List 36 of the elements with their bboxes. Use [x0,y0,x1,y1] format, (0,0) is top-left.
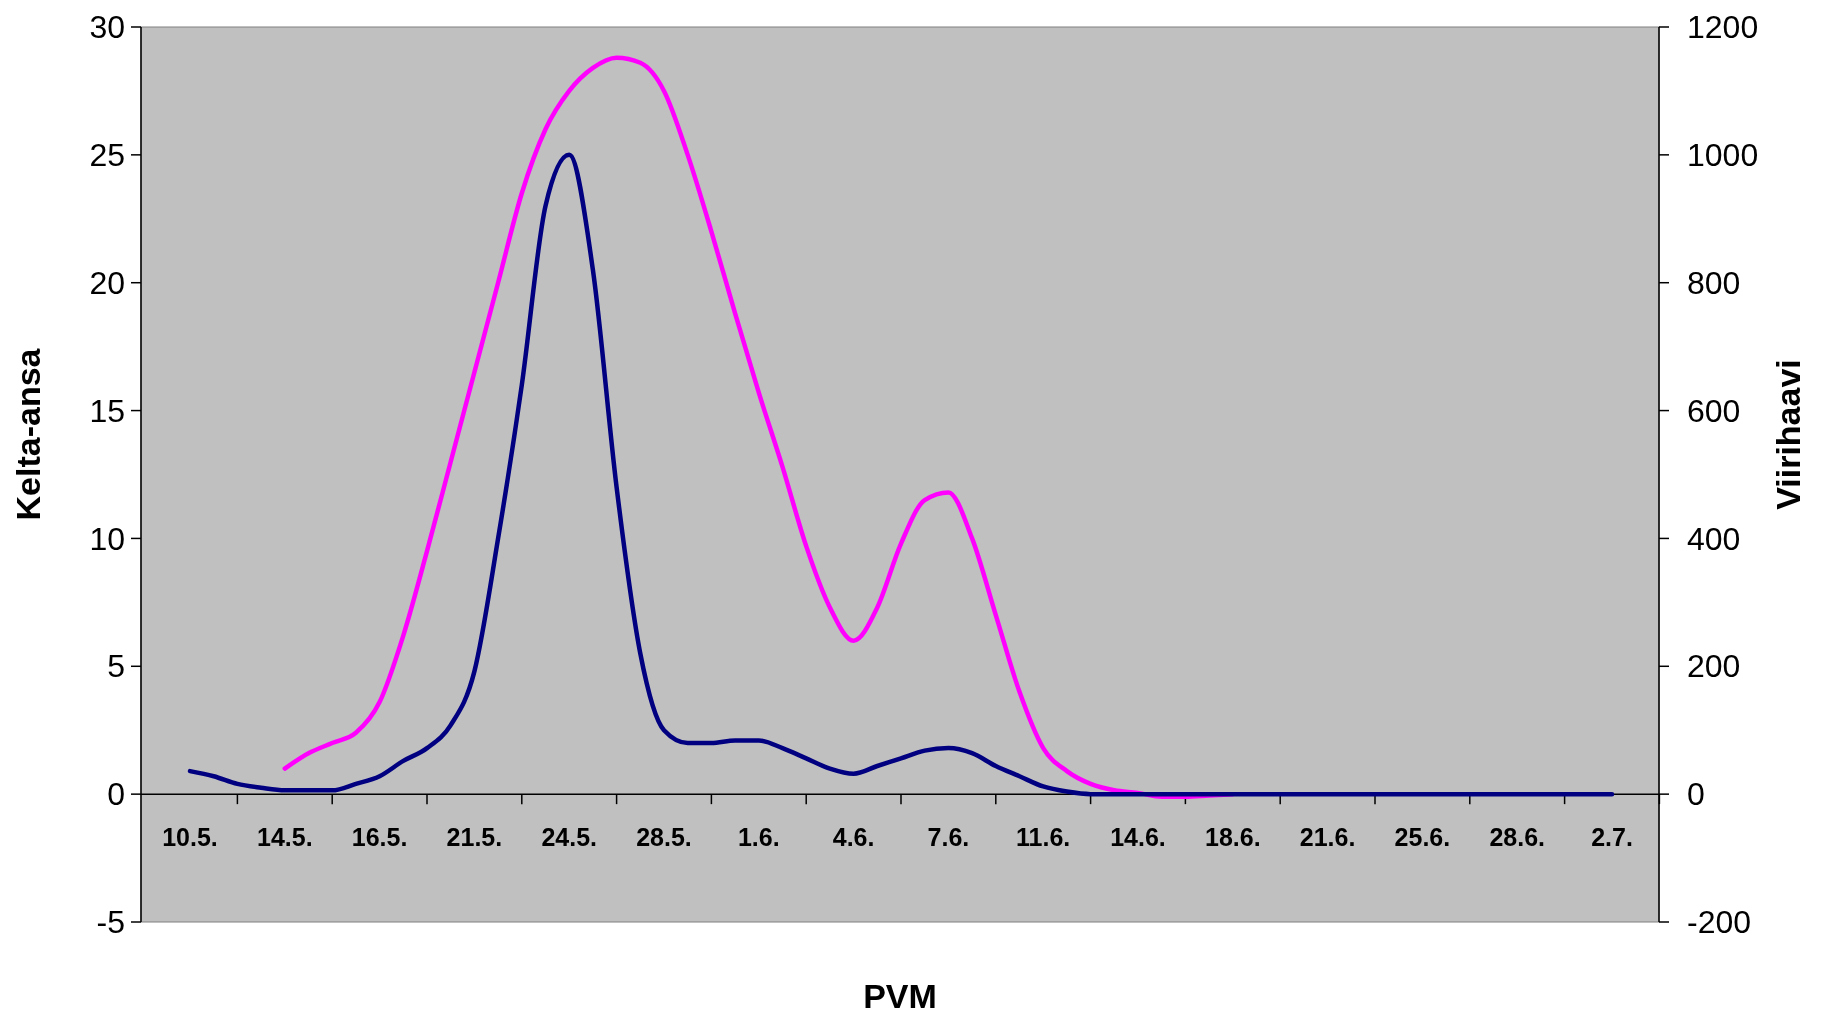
x-tick-label: 4.6. [832,823,875,852]
x-tick-label: 24.5. [541,823,597,852]
y2-tick-label: 200 [1687,648,1741,685]
y-tick-label: 30 [89,9,125,46]
line-series [187,152,1615,797]
y-tick-label: 10 [89,520,125,557]
x-tick-label: 25.6. [1394,823,1451,852]
x-tick-label: 21.6. [1299,823,1356,852]
y2-tick-label: 800 [1687,264,1741,301]
y-tick-label: 0 [107,776,125,813]
y2-tick-label: 600 [1687,392,1741,429]
y-tick-label: 15 [89,392,125,429]
x-tick-label: 18.6. [1205,823,1261,852]
y2-tick-label: 1000 [1687,137,1759,174]
x-tick-label: 7.6. [927,823,970,852]
x-tick-label: 28.6. [1489,823,1545,852]
x-tick-label: 2.7. [1591,823,1633,852]
y2-tick-label: -200 [1687,904,1752,941]
y-tick-label: 25 [89,137,125,174]
y2-tick-label: 0 [1687,776,1705,813]
y2-axis-title: Viirihaavi [1769,359,1807,510]
x-tick-label: 10.5. [162,823,218,852]
x-tick-label: 1.6. [737,823,780,852]
x-tick-label: 11.6. [1016,823,1071,852]
x-tick-label: 28.5. [636,823,692,852]
x-tick-label: 14.6. [1110,823,1166,852]
y-axis-title: Kelta-ansa [9,347,47,521]
x-tick-label: 21.5. [446,823,503,852]
y-tick-label: 5 [107,648,125,685]
y2-tick-label: 400 [1687,520,1741,557]
y2-tick-label: 1200 [1687,9,1759,46]
y-tick-label: 20 [89,264,125,301]
x-tick-label: 14.5. [257,823,313,852]
y-tick-label: -5 [96,904,125,941]
x-tick-label: 16.5. [351,823,408,852]
x-axis-title: PVM [863,977,937,1015]
